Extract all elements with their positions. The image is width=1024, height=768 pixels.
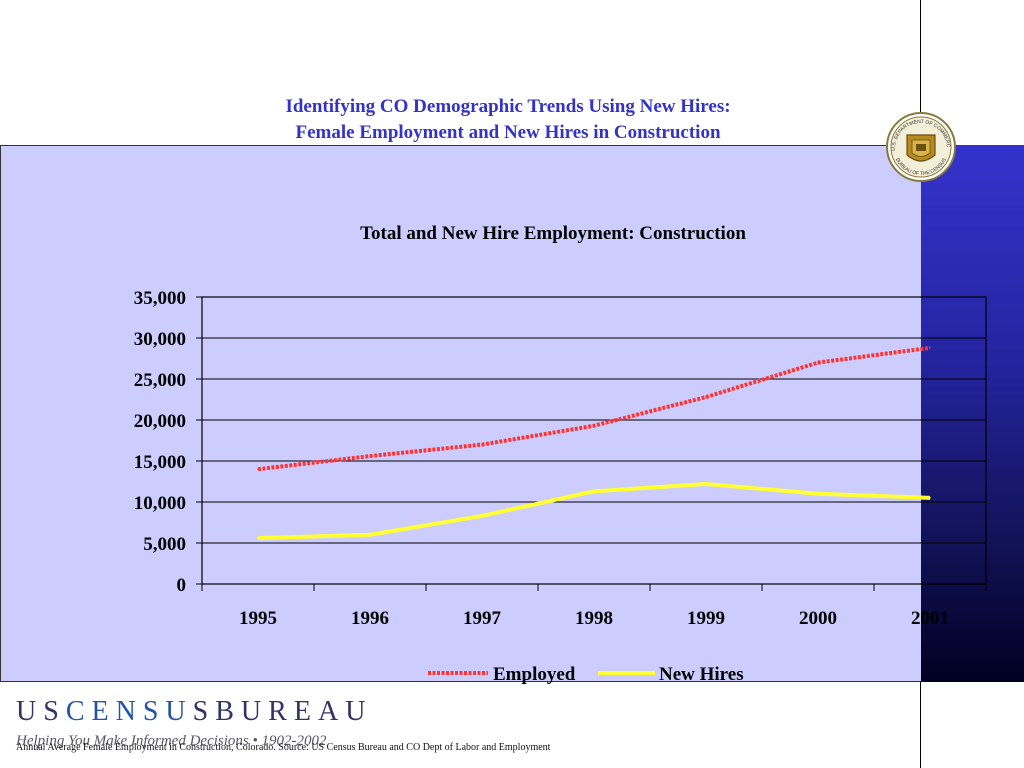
legend-label: New Hires	[659, 664, 744, 685]
wordmark-letter: U	[345, 696, 373, 727]
employed-data-point	[481, 443, 483, 446]
employed-data-point	[705, 396, 707, 398]
census-bureau-wordmark: USCENSUSBUREAU	[16, 696, 372, 728]
x-tick-label: 1995	[239, 608, 277, 629]
wordmark-letter: C	[65, 696, 92, 727]
y-tick-label: 35,000	[134, 288, 186, 309]
x-tick-label: 1999	[687, 608, 725, 629]
slide-title-line-2: Female Employment and New Hires in Const…	[295, 122, 721, 143]
wordmark-letter: R	[268, 696, 294, 727]
y-tick-label: 5,000	[143, 534, 186, 555]
census-seal-logo: U.S. DEPARTMENT OF COMMERCE BUREAU OF TH…	[883, 111, 956, 182]
wordmark-letter: S	[43, 696, 66, 727]
chart-panel	[0, 145, 921, 682]
wordmark-letter: U	[165, 696, 193, 727]
slide-title: Identifying CO Demographic Trends Using …	[0, 94, 1016, 146]
x-tick-label: 2000	[799, 608, 837, 629]
employed-data-point	[593, 424, 595, 427]
source-note: Annual Average Female Employment in Cons…	[16, 742, 551, 753]
y-tick-label: 30,000	[134, 329, 186, 350]
wordmark-letter: U	[240, 696, 269, 727]
new-hires-data-point	[929, 497, 931, 499]
line-chart: Total and New Hire Employment: Construct…	[134, 223, 987, 685]
new-hires-data-point	[593, 490, 595, 493]
employed-series-line	[257, 345, 931, 472]
side-gradient-band	[921, 145, 1024, 682]
new-hires-data-point	[817, 493, 819, 495]
new-hires-data-point	[369, 534, 371, 536]
x-tick-label: 1998	[575, 608, 613, 629]
x-tick-label: 1997	[463, 608, 502, 629]
census-tagline: Helping You Make Informed Decisions • 19…	[16, 733, 327, 749]
y-tick-label: 15,000	[134, 452, 186, 473]
wordmark-letter: E	[91, 696, 116, 727]
chart-title: Total and New Hire Employment: Construct…	[360, 223, 746, 244]
employed-data-point	[369, 455, 371, 457]
new-hires-data-point	[481, 515, 483, 517]
employed-data-point	[257, 468, 259, 471]
y-tick-label: 10,000	[134, 493, 186, 514]
slide-title-line-1: Identifying CO Demographic Trends Using …	[285, 96, 731, 117]
y-tick-label: 25,000	[134, 370, 186, 391]
x-tick-label: 1996	[351, 608, 389, 629]
employed-data-point	[817, 361, 819, 364]
y-tick-label: 20,000	[134, 411, 186, 432]
wordmark-letter: N	[115, 696, 143, 727]
wordmark-letter: E	[293, 696, 318, 727]
new-hires-data-point	[257, 537, 259, 539]
legend-label: Employed	[493, 664, 576, 685]
wordmark-letter: S	[192, 696, 216, 727]
employed-data-point	[929, 347, 931, 349]
wordmark-letter: B	[215, 696, 241, 727]
wordmark-letter: A	[317, 696, 346, 727]
x-tick-label: 2001	[911, 608, 949, 629]
wordmark-letter: S	[142, 696, 166, 727]
wordmark-letter: U	[16, 696, 44, 727]
plot-frame	[201, 296, 987, 585]
new-hires-data-point	[705, 483, 707, 485]
y-tick-label: 0	[177, 575, 187, 596]
